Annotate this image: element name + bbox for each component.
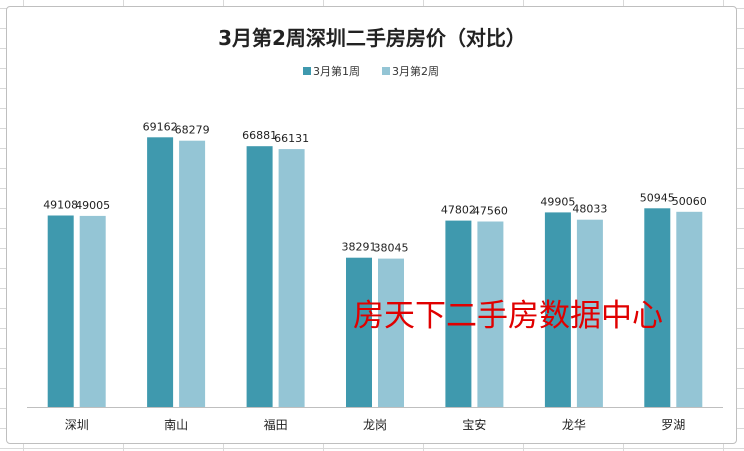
category-label-0: 深圳 — [65, 418, 89, 432]
bar-series-1-2 — [246, 146, 273, 407]
bar-series-1-3 — [346, 257, 372, 407]
legend-swatch-series-2 — [382, 67, 390, 75]
category-label-2: 福田 — [264, 417, 288, 432]
category-label-5: 龙华 — [562, 418, 586, 432]
legend-swatch-series-1 — [303, 67, 311, 75]
chart-title: 3月第2周深圳二手房房价（对比） — [218, 26, 526, 50]
data-label-series-2-3: 38045 — [374, 242, 409, 255]
category-label-4: 宝安 — [462, 417, 486, 432]
legend-label-series-1: 3月第1周 — [313, 64, 360, 78]
legend: 3月第1周 3月第2周 — [303, 64, 439, 78]
bar-series-2-5 — [576, 219, 603, 407]
data-label-series-2-6: 50060 — [672, 195, 707, 208]
data-label-series-1-4: 47802 — [441, 204, 476, 217]
bar-series-2-0 — [79, 215, 106, 407]
data-label-series-1-1: 69162 — [143, 120, 178, 133]
bar-series-2-3 — [378, 258, 404, 407]
category-labels-group: 深圳 南山 福田 龙岗 宝安 龙华 罗湖 — [65, 417, 686, 432]
legend-label-series-2: 3月第2周 — [392, 64, 439, 78]
bar-series-1-5 — [544, 212, 571, 407]
data-label-series-2-2: 66131 — [274, 132, 309, 145]
data-label-series-1-2: 66881 — [242, 129, 277, 142]
bar-series-2-4 — [477, 221, 504, 407]
bar-series-2-2 — [278, 149, 305, 407]
category-label-6: 罗湖 — [661, 417, 685, 432]
bar-series-1-4 — [445, 220, 472, 407]
data-label-series-1-3: 38291 — [342, 241, 377, 254]
bars-group — [47, 137, 703, 408]
data-label-series-2-1: 68279 — [175, 124, 210, 137]
bar-series-2-6 — [676, 211, 703, 407]
data-label-series-2-5: 48033 — [572, 203, 607, 216]
bar-series-2-1 — [179, 140, 206, 407]
data-label-series-1-0: 49108 — [43, 199, 78, 212]
bar-series-1-1 — [147, 137, 174, 408]
category-label-3: 龙岗 — [363, 418, 387, 432]
data-label-series-1-5: 49905 — [540, 195, 575, 208]
category-label-1: 南山 — [164, 417, 188, 432]
watermark-text: 房天下二手房数据中心 — [353, 298, 663, 334]
data-label-series-2-4: 47560 — [473, 205, 508, 218]
bar-series-1-0 — [47, 215, 74, 407]
data-label-series-2-0: 49005 — [75, 199, 110, 212]
bar-series-1-6 — [644, 208, 671, 407]
data-label-series-1-6: 50945 — [640, 191, 675, 204]
